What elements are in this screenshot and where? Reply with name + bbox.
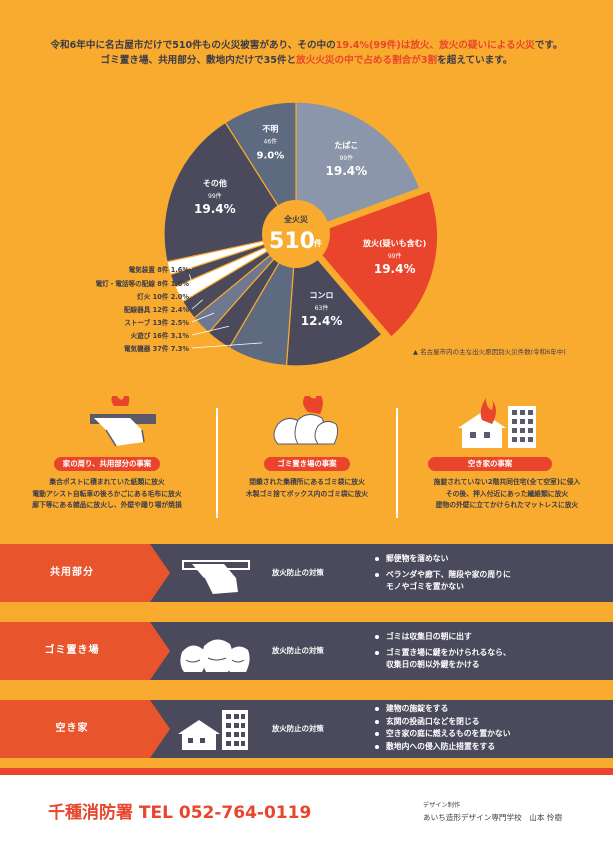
pie-small-label-6: 配線器具 12件 2.4% [124, 305, 189, 314]
list-item: モノやゴミを置かない [386, 582, 464, 591]
pie-label-name-0: たばこ [334, 140, 358, 150]
pie-leader-line-5 [191, 312, 215, 323]
measure-label-common-area: 共用部分 [50, 567, 94, 578]
pie-label-name-10: その他 [203, 178, 227, 188]
pie-center-unit: 件 [314, 238, 322, 248]
design-credit-name: あいち造形デザイン専門学校 山本 怜樹 [423, 813, 563, 822]
chevron-arrow-icon [130, 700, 170, 758]
pie-label-count-11: 46件 [264, 138, 278, 146]
pie-leader-line-4 [191, 325, 230, 336]
list-item: 玄関の投函口などを閉じる [375, 716, 511, 729]
pie-leader-line-6 [191, 299, 204, 310]
pie-label-name-2: コンロ [310, 291, 334, 300]
pie-small-label-5: ストーブ 13件 2.5% [124, 318, 189, 327]
pie-label-count-10: 99件 [208, 192, 222, 200]
intro-line-1: 令和6年中に名古屋市だけで510件もの火災被害があり、その中の19.4%(99件… [50, 40, 563, 51]
pie-label-percent-2: 12.4% [301, 314, 343, 328]
house-and-building-icon [178, 710, 248, 750]
case-description-common-area: 集合ポストに積まれていた紙類に放火 電動アシスト自転車の後ろかごにある毛布に放火… [32, 478, 182, 509]
chart-source-note: ▲ 名古屋市内の主な出火原因別火災件数(令和6年中) [413, 348, 566, 356]
pie-small-label-7: 灯火 10件 2.0% [137, 292, 189, 301]
measure-label-vacant-house: 空き家 [55, 723, 89, 734]
pie-center-label: 全火災 [283, 214, 309, 224]
list-item: ゴミは収集日の朝に出す [375, 631, 511, 644]
measure-band-vacant-house: 空き家 放火防止の対策 建物の施錠をする 玄関の投函口などを閉じる 空き家の庭に… [0, 700, 613, 758]
pie-label-name-1: 放火(疑いも含む) [362, 238, 426, 248]
pie-leader-line-3 [191, 342, 263, 349]
case-title-common-area: 家の周り、共用部分の事案 [54, 457, 160, 471]
mailbox-icon [182, 560, 250, 595]
vacant-house-fire-icon [458, 398, 536, 448]
case-garbage-site: ゴミ置き場の事案 閉鎖された集積所にあるゴミ袋に放火 木製ゴミ捨てボックス内のゴ… [212, 396, 402, 526]
list-item: 建物の施錠をする [375, 703, 511, 716]
case-divider-2 [396, 408, 398, 518]
list-item: 収集日の朝以外鍵をかける [386, 660, 480, 669]
pie-slice-1 [304, 190, 439, 338]
list-item: ベランダや廊下、階段や家の周りに [375, 569, 511, 582]
pie-center-value: 510 [269, 229, 315, 254]
garbage-bag-fire-icon [273, 396, 339, 445]
intro-line-2: ゴミ置き場、共用部分、敷地内だけで35件と放火火災の中で占める割合が3割を超えて… [100, 55, 513, 66]
measure-list-vacant-house: 建物の施錠をする 玄関の投函口などを閉じる 空き家の庭に燃えるものを置かない 敷… [375, 703, 511, 753]
pie-slice-11 [224, 101, 297, 237]
pie-label-percent-11: 9.0% [256, 151, 284, 162]
case-description-garbage-site: 閉鎖された集積所にあるゴミ袋に放火 木製ゴミ捨てボックス内のゴミ袋に放火 [245, 478, 369, 498]
pie-label-percent-0: 19.4% [326, 164, 368, 178]
chevron-arrow-icon [130, 622, 170, 680]
pie-label-percent-1: 19.4% [374, 262, 416, 276]
case-vacant-house: 空き家の事案 施錠されていない2階共同住宅(全て空室)に侵入 その後、押入付近に… [412, 396, 602, 526]
measure-band-common-area: 共用部分 放火防止の対策 郵便物を溜めない ベランダや廊下、階段や家の周りに モ… [0, 544, 613, 602]
case-title-garbage-site: ゴミ置き場の事案 [264, 457, 350, 471]
case-studies: 家の周り、共用部分の事案 集合ポストに積まれていた紙類に放火 電動アシスト自転車… [0, 396, 613, 526]
measure-list-garbage-site: ゴミは収集日の朝に出す ゴミ置き場に鍵をかけられるなら、 収集日の朝以外鍵をかけ… [375, 631, 511, 672]
fire-station-phone: 千種消防署 TEL 052-764-0119 [48, 803, 312, 823]
case-common-area: 家の周り、共用部分の事案 集合ポストに積まれていた紙類に放火 電動アシスト自転車… [12, 396, 202, 526]
list-item: 郵便物を溜めない [375, 553, 511, 566]
case-description-vacant-house: 施錠されていない2階共同住宅(全て空室)に侵入 その後、押入付近にあった繊維類に… [433, 478, 581, 509]
pie-label-percent-10: 19.4% [194, 202, 236, 216]
case-title-vacant-house: 空き家の事案 [428, 457, 552, 471]
mailbox-fire-icon [90, 396, 156, 447]
pie-leader-line-9 [185, 263, 193, 270]
intro-text: 令和6年中に名古屋市だけで510件もの火災被害があり、その中の19.4%(99件… [10, 38, 603, 68]
measure-tag-common-area: 放火防止の対策 [272, 568, 324, 577]
measure-label-garbage-site: ゴミ置き場 [44, 645, 100, 656]
measure-tag-garbage-site: 放火防止の対策 [272, 646, 324, 655]
pie-label-count-1: 99件 [388, 252, 402, 260]
pie-slice-2 [285, 232, 383, 367]
pie-small-label-8: 電灯・電話等の配線 8件 1.6% [96, 279, 190, 288]
pie-slice-0 [295, 101, 421, 235]
measure-tag-vacant-house: 放火防止の対策 [272, 724, 324, 733]
pie-label-count-2: 63件 [315, 304, 329, 312]
case-divider-1 [216, 408, 218, 518]
pie-small-label-9: 電気装置 8件 1.6% [129, 265, 190, 274]
design-credit-label: デザイン制作 [423, 802, 461, 809]
pie-small-label-3: 電気機器 37件 7.3% [124, 344, 189, 353]
pie-label-name-11: 不明 [262, 125, 278, 134]
chevron-arrow-icon [130, 544, 170, 602]
list-item: 空き家の庭に燃えるものを置かない [375, 728, 511, 741]
pie-leader-line-7 [191, 286, 196, 297]
garbage-bags-icon [180, 639, 250, 672]
pie-leader-line-8 [189, 274, 193, 284]
fire-cause-pie-chart: 全火災 510 件 たばこ 99件 19.4% 放火(疑いも含む) 99件 19.4% コンロ 63… [96, 101, 439, 367]
measure-band-garbage-site: ゴミ置き場 放火防止の対策 ゴミは収集日の朝に出す ゴミ置き場に鍵をかけられるな… [0, 622, 613, 680]
pie-label-count-0: 99件 [340, 154, 354, 162]
pie-center-circle [262, 200, 330, 268]
pie-small-label-4: 火遊び 16件 3.1% [131, 331, 190, 340]
measure-list-common-area: 郵便物を溜めない ベランダや廊下、階段や家の周りに モノやゴミを置かない [375, 553, 511, 594]
list-item: 敷地内への侵入防止措置をする [375, 741, 511, 754]
footer-red-line [0, 768, 613, 775]
list-item: ゴミ置き場に鍵をかけられるなら、 [375, 647, 511, 660]
